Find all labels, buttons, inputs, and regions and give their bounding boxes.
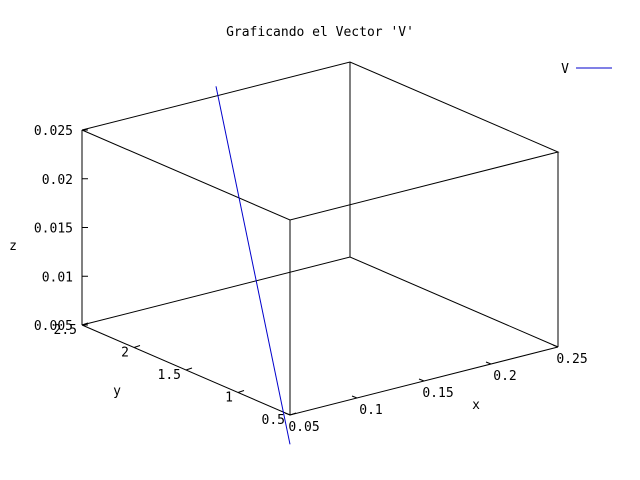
y-tick-label: 2.5 <box>54 323 77 338</box>
legend: V <box>561 62 612 77</box>
y-axis-tick <box>289 412 297 416</box>
z-tick-label: 0.01 <box>42 270 73 285</box>
series-line-V <box>215 86 291 445</box>
y-tick-label: 2 <box>121 346 129 361</box>
axis-tick-labels: 0.05 0.1 0.15 0.2 0.25 0.5 1 1.5 2 2.50.005 0.01 0.… <box>34 124 588 435</box>
x-axis-tick <box>552 344 559 348</box>
x-tick-label: 0.1 <box>359 403 382 418</box>
x-axis-tick <box>284 412 291 416</box>
legend-label: V <box>561 62 569 77</box>
z-tick-label: 0.02 <box>42 173 73 188</box>
y-axis-tick <box>185 367 193 371</box>
z-axis-label: z <box>9 239 17 254</box>
axis-ticks <box>81 129 559 416</box>
z-tick-label: 0.015 <box>34 222 73 237</box>
y-axis-label: y <box>113 384 121 399</box>
z-tick-label: 0.025 <box>34 124 73 139</box>
y-tick-label: 1 <box>225 391 233 406</box>
x-tick-label: 0.05 <box>288 420 319 435</box>
x-axis-label: x <box>472 398 480 413</box>
x-axis-tick <box>351 395 358 399</box>
y-tick-label: 0.5 <box>262 413 285 428</box>
x-tick-label: 0.2 <box>493 369 516 384</box>
y-axis-tick <box>133 345 141 348</box>
series-layer <box>215 86 291 445</box>
z-tick-label: 0.005 <box>34 319 73 334</box>
chart-title: Graficando el Vector 'V' <box>226 25 414 40</box>
x-axis-tick <box>418 378 425 382</box>
y-tick-label: 1.5 <box>158 368 181 383</box>
x-axis-tick <box>485 361 492 365</box>
x-tick-label: 0.25 <box>556 352 587 367</box>
x-tick-label: 0.15 <box>422 386 453 401</box>
y-axis-tick <box>237 390 245 393</box>
